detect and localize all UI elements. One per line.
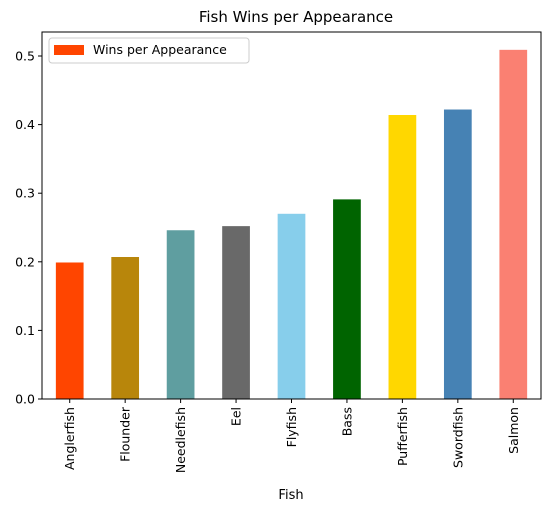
- x-tick-label: Bass: [339, 407, 354, 436]
- x-tick-label: Swordfish: [450, 407, 465, 468]
- bar-flounder: [111, 257, 140, 399]
- x-tick-label: Flyfish: [284, 407, 299, 447]
- x-axis: Anglerfish Flounder Needlefish Eel Flyfish Ba…: [62, 399, 521, 473]
- x-tick-label: Pufferfish: [395, 407, 410, 466]
- x-axis-label: Fish: [278, 488, 303, 503]
- legend-swatch: [54, 45, 84, 55]
- y-tick-label: 0.3: [15, 186, 35, 201]
- x-tick-label: Needlefish: [173, 407, 188, 473]
- bar-bass: [333, 199, 361, 399]
- x-tick-label: Flounder: [118, 406, 133, 462]
- bar-pufferfish: [388, 115, 417, 399]
- y-axis: 0.0 0.1 0.2 0.3 0.4 0.5: [15, 49, 42, 407]
- bars-group: [55, 49, 528, 400]
- bar-needlefish: [166, 230, 195, 399]
- chart-title: Fish Wins per Appearance: [199, 8, 393, 26]
- bar-eel: [222, 226, 250, 399]
- legend-label: Wins per Appearance: [93, 42, 227, 57]
- y-tick-label: 0.0: [15, 392, 35, 407]
- bar-salmon: [499, 49, 528, 400]
- legend-box: [48, 37, 250, 64]
- bar-swordfish: [443, 109, 472, 400]
- bar-anglerfish: [55, 262, 84, 399]
- y-tick-label: 0.2: [15, 254, 35, 269]
- y-tick-label: 0.4: [15, 117, 35, 132]
- bar-flyfish: [277, 213, 306, 399]
- legend: Wins per Appearance: [48, 37, 250, 64]
- x-tick-label: Anglerfish: [62, 407, 77, 470]
- x-tick-label: Salmon: [506, 407, 521, 454]
- x-tick-label: Eel: [229, 407, 244, 426]
- y-tick-label: 0.1: [15, 323, 35, 338]
- y-tick-label: 0.5: [15, 49, 35, 64]
